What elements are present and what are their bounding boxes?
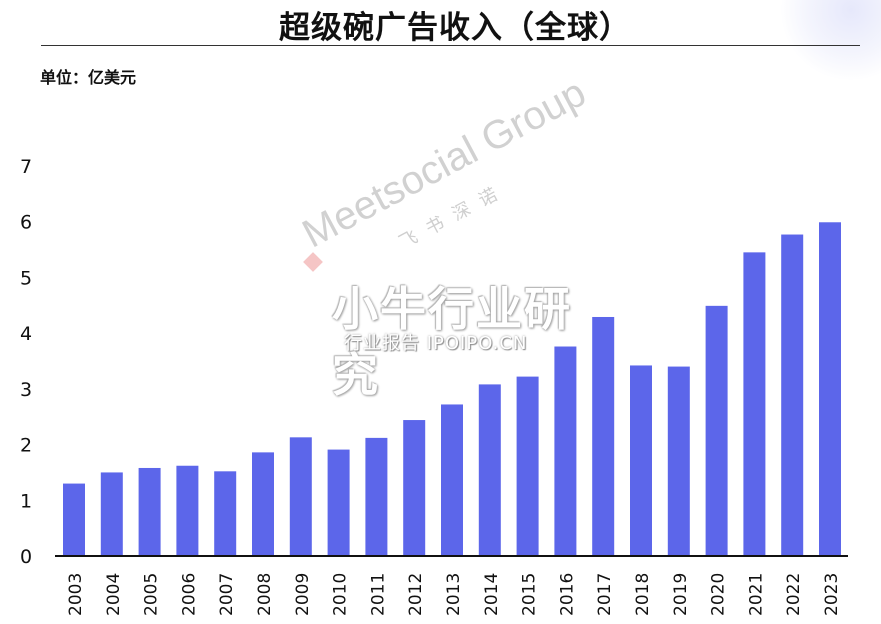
bar-2006 <box>176 465 199 556</box>
bar-2003 <box>63 483 85 556</box>
bar-2007 <box>214 471 237 556</box>
x-tick-label: 2023 <box>822 573 842 616</box>
x-tick-label: 2021 <box>746 573 766 616</box>
bar-2016 <box>554 346 577 556</box>
bar-2022 <box>781 234 804 556</box>
x-tick-label: 2005 <box>142 573 162 616</box>
x-tick-label: 2008 <box>255 573 275 616</box>
bar-2015 <box>516 376 539 556</box>
bar-2014 <box>478 384 501 556</box>
y-tick-label: 3 <box>20 379 32 401</box>
x-tick-label: 2015 <box>520 573 540 616</box>
bar-2013 <box>441 404 463 556</box>
y-axis-ticks: 0 1 2 3 4 5 6 7 <box>20 156 32 568</box>
x-tick-label: 2016 <box>557 573 577 616</box>
x-tick-label: 2018 <box>633 573 653 616</box>
bar-2017 <box>592 316 615 556</box>
y-tick-label: 1 <box>20 490 32 512</box>
x-tick-label: 2011 <box>368 573 388 616</box>
bar-2018 <box>630 365 652 556</box>
y-tick-label: 6 <box>20 212 32 234</box>
x-tick-label: 2017 <box>595 573 615 616</box>
bar-2020 <box>705 305 728 556</box>
x-tick-label: 2009 <box>293 573 313 616</box>
x-tick-label: 2020 <box>709 573 729 616</box>
y-tick-label: 2 <box>20 435 32 457</box>
x-axis-ticks: 2003 2004 2005 2006 2007 2008 2009 2010 2011 2012… <box>66 573 842 616</box>
y-tick-label: 0 <box>20 546 32 568</box>
y-tick-label: 7 <box>20 156 32 178</box>
x-tick-label: 2019 <box>671 573 691 616</box>
x-tick-label: 2006 <box>179 573 199 616</box>
bar-2005 <box>138 467 161 556</box>
x-tick-label: 2012 <box>406 573 426 616</box>
bar-2023 <box>819 222 841 556</box>
unit-label: 单位：亿美元 <box>40 68 137 87</box>
x-tick-label: 2013 <box>444 573 464 616</box>
bar-2010 <box>327 449 350 556</box>
x-tick-label: 2010 <box>331 573 351 616</box>
bar-2019 <box>667 366 690 556</box>
bar-2012 <box>403 420 426 556</box>
bar-2009 <box>289 437 312 556</box>
bar-2011 <box>365 437 388 556</box>
x-tick-label: 2004 <box>104 573 124 616</box>
bar-2008 <box>252 452 274 556</box>
bar-2021 <box>743 252 766 556</box>
chart-title: 超级碗广告收入（全球） <box>279 10 631 46</box>
bar-series <box>63 222 841 556</box>
title-divider <box>41 45 860 46</box>
y-tick-label: 4 <box>20 323 32 345</box>
bar-2004 <box>100 472 123 556</box>
y-tick-label: 5 <box>20 267 32 289</box>
x-tick-label: 2014 <box>482 573 502 616</box>
x-tick-label: 2022 <box>784 573 804 616</box>
x-tick-label: 2007 <box>217 573 237 616</box>
x-tick-label: 2003 <box>66 573 86 616</box>
